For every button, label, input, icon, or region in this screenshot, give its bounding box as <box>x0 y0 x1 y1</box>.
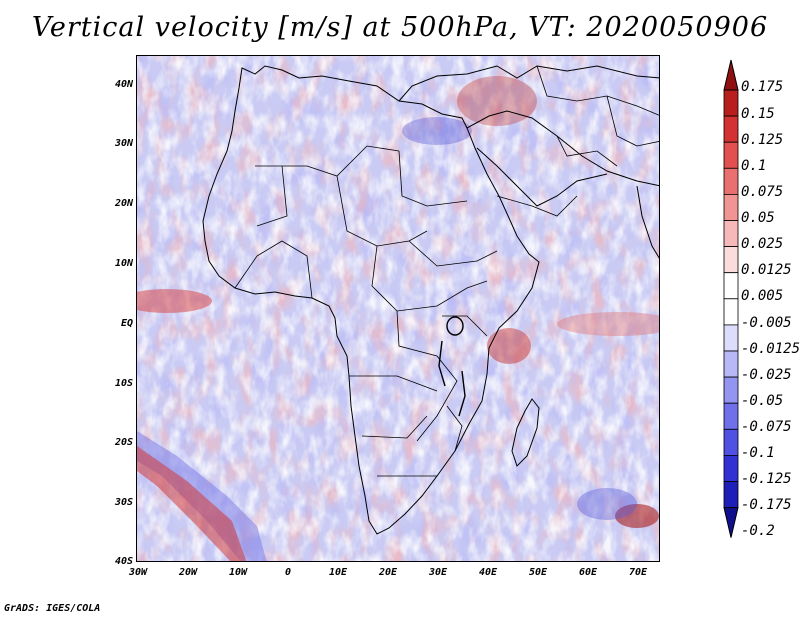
lon-label-70e: 70E <box>628 567 648 578</box>
lat-label-20s: 20S <box>114 437 133 448</box>
east-africa-updraft <box>487 328 531 364</box>
lon-label-50e: 50E <box>528 567 548 578</box>
europe-coast <box>398 65 659 102</box>
colorbar-label: 0.05 <box>741 210 775 226</box>
colorbar-box <box>723 376 739 404</box>
colorbar-box <box>723 220 739 248</box>
colorbar-box <box>723 193 739 221</box>
indian-ocean-updraft <box>557 312 659 336</box>
colorbar-box <box>723 272 739 300</box>
map-panel <box>136 55 660 562</box>
colorbar-box <box>723 428 739 456</box>
colorbar-label: -0.075 <box>741 419 792 435</box>
colorbar-label: 0.0125 <box>741 262 792 278</box>
lat-label-40n: 40N <box>114 79 133 90</box>
southern-ocean-downdraft <box>577 488 637 520</box>
lon-label-20e: 20E <box>378 567 398 578</box>
lon-label-10w: 10W <box>228 567 248 578</box>
colorbar-label: -0.005 <box>741 315 792 331</box>
colorbar-box <box>723 402 739 430</box>
lat-label-eq: EQ <box>120 318 133 329</box>
lon-label-30e: 30E <box>428 567 448 578</box>
colorbar-label: -0.0125 <box>741 341 800 357</box>
colorbar-label: 0.075 <box>741 184 784 200</box>
colorbar-box <box>723 298 739 326</box>
mediterranean-downdraft <box>402 117 472 145</box>
lat-label-20n: 20N <box>114 198 133 209</box>
equatorial-atlantic-updraft <box>137 289 212 313</box>
lat-label-10s: 10S <box>114 378 133 389</box>
lat-label-30s: 30S <box>114 497 133 508</box>
colorbar-label: -0.125 <box>741 471 792 487</box>
colorbar-box <box>723 350 739 378</box>
colorbar-top-arrow <box>723 59 739 91</box>
colorbar-box <box>723 481 739 509</box>
colorbar-label: 0.025 <box>741 236 784 252</box>
colorbar-label: -0.025 <box>741 367 792 383</box>
madagascar-coastline <box>511 398 540 467</box>
chart-title: Vertical velocity [m/s] at 500hPa, VT: 2… <box>31 12 769 43</box>
colorbar-label: 0.175 <box>741 79 784 95</box>
colorbar-box <box>723 141 739 169</box>
colorbar-label: -0.1 <box>741 445 775 461</box>
colorbar-label: 0.125 <box>741 132 784 148</box>
country-borders <box>234 65 659 477</box>
colorbar-box <box>723 167 739 195</box>
colorbar-box <box>723 115 739 143</box>
lon-label-10e: 10E <box>328 567 348 578</box>
lat-label-10n: 10N <box>114 258 133 269</box>
colorbar-box <box>723 246 739 274</box>
arabia-coast <box>476 147 608 207</box>
colorbar-label: -0.2 <box>741 523 775 539</box>
africa-coastline <box>202 65 540 535</box>
lat-label-30n: 30N <box>114 138 133 149</box>
colorbar-label: 0.15 <box>741 106 775 122</box>
colorbar-label: 0.1 <box>741 158 767 174</box>
colorbar-box <box>723 324 739 352</box>
lon-label-0: 0 <box>284 567 292 578</box>
lon-label-40e: 40E <box>478 567 498 578</box>
lon-label-60e: 60E <box>578 567 598 578</box>
field-white-streaks <box>137 56 659 561</box>
colorbar-label: 0.005 <box>741 288 784 304</box>
lat-label-40s: 40S <box>114 556 133 567</box>
colorbar-box <box>723 89 739 117</box>
lakes <box>438 316 466 417</box>
colorbar-box <box>723 454 739 482</box>
coastlines <box>202 65 659 535</box>
southern-ocean-updraft <box>615 504 659 528</box>
colorbar-label: -0.175 <box>741 497 792 513</box>
colorbar-label: -0.05 <box>741 393 784 409</box>
south-atlantic-band-red <box>137 446 247 561</box>
lon-label-30w: 30W <box>128 567 148 578</box>
velocity-field-map <box>137 56 659 561</box>
colorbar-bottom-arrow <box>723 507 739 538</box>
lon-label-20w: 20W <box>178 567 198 578</box>
footer-credit: GrADS: IGES/COLA <box>4 603 101 614</box>
india-coast <box>636 185 659 259</box>
